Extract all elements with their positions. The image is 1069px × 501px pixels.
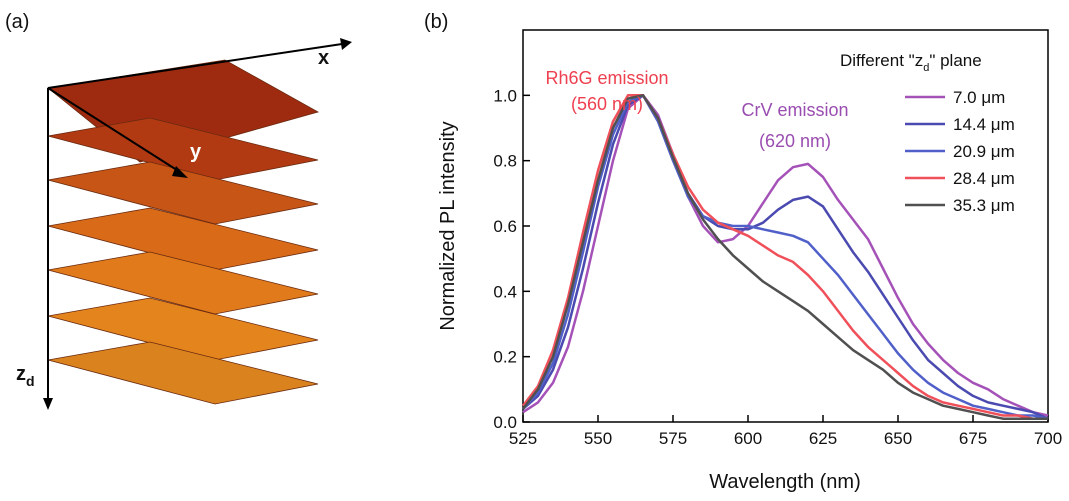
x-tick-label: 700: [1034, 429, 1062, 448]
data-line: [522, 94, 1048, 420]
legend-title-text: Different "z: [840, 51, 923, 70]
arrow-head: [172, 166, 188, 178]
y-tick-label: 0.4: [493, 282, 517, 301]
x-tick-label: 575: [659, 429, 687, 448]
axis-label: x: [318, 47, 329, 69]
legend-label: 14.4 μm: [953, 115, 1015, 134]
annotation: (560 nm): [571, 94, 643, 114]
y-axis-label: Normalized PL intensity: [437, 121, 459, 330]
panel-a: (a) x y zd: [5, 11, 352, 410]
x-axis-arrow: [47, 43, 343, 89]
x-tick-label: 650: [884, 429, 912, 448]
x-tick-label: 625: [809, 429, 837, 448]
image-plate: [47, 161, 319, 225]
data-line: [522, 94, 1049, 420]
axis-label: zd: [16, 363, 35, 389]
legend-label: 7.0 μm: [953, 88, 1005, 107]
annotation: (620 nm): [759, 131, 831, 151]
legend-title-sub: d: [923, 62, 929, 74]
panel-label: (a): [5, 11, 29, 33]
x-tick-label: 550: [584, 429, 612, 448]
x-axis-label: Wavelength (nm): [709, 471, 861, 493]
legend-title-text: " plane: [929, 51, 981, 70]
panel-label: (b): [424, 11, 448, 33]
legend-label: 20.9 μm: [953, 142, 1015, 161]
legend-title: Different "zd" plane: [840, 51, 982, 74]
y-tick-label: 0.8: [493, 152, 517, 171]
y-tick-label: 0.0: [493, 413, 517, 432]
x-tick-label: 600: [734, 429, 762, 448]
annotation: CrV emission: [741, 100, 848, 120]
image-plate: [47, 251, 319, 315]
y-tick-label: 1.0: [493, 86, 517, 105]
image-stack: [47, 59, 320, 405]
panel-b: (b) Normalized PL intensity Wavelength (…: [424, 11, 1062, 493]
annotation: Rh6G emission: [545, 68, 668, 88]
data-line: [522, 94, 1048, 420]
arrow-head: [43, 398, 53, 410]
image-plate: [47, 341, 319, 405]
x-tick-label: 525: [509, 429, 537, 448]
y-axis-arrow: [47, 87, 181, 173]
axis-label-sub: d: [26, 373, 35, 389]
data-line: [522, 94, 1049, 420]
data-line: [522, 94, 1049, 417]
legend-label: 28.4 μm: [953, 169, 1015, 188]
axis-label: y: [190, 141, 202, 163]
legend-label: 35.3 μm: [953, 196, 1015, 215]
x-tick-label: 675: [959, 429, 987, 448]
arrow-head: [340, 38, 352, 50]
y-tick-label: 0.6: [493, 217, 517, 236]
y-tick-label: 0.2: [493, 348, 517, 367]
axis-label-main: z: [16, 363, 26, 385]
